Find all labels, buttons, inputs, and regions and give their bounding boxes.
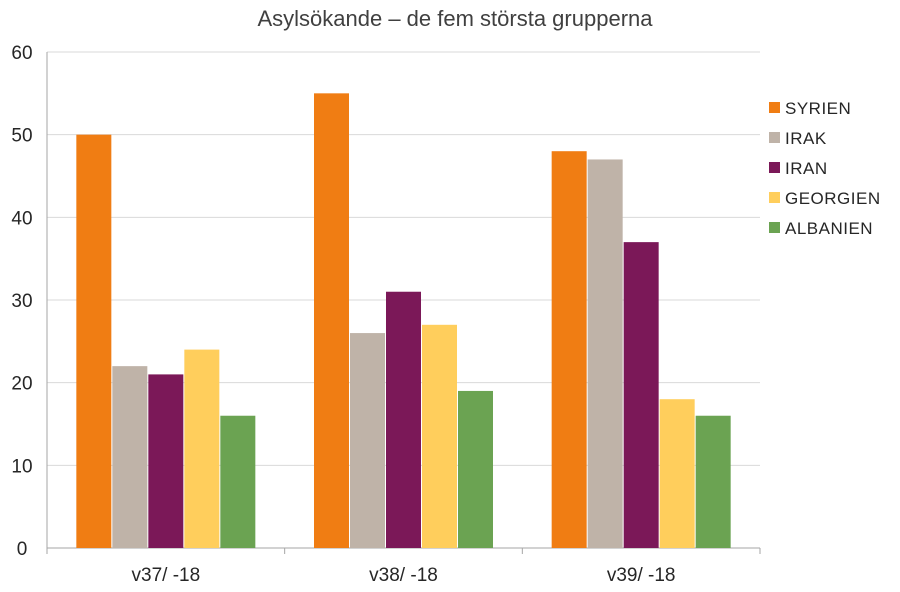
bar-syrien-1 xyxy=(76,134,112,548)
bar-syrien-3 xyxy=(551,151,587,548)
x-category-label: v39/ -18 xyxy=(607,565,676,586)
bar-albanien-3 xyxy=(695,415,731,548)
legend-label: SYRIEN xyxy=(785,99,851,118)
bar-georgien-1 xyxy=(184,349,220,548)
bar-albanien-2 xyxy=(458,390,493,548)
chart-title: Asylsökande – de fem största grupperna xyxy=(257,6,653,31)
bar-georgien-3 xyxy=(659,399,695,548)
legend-label: IRAK xyxy=(785,129,827,148)
y-tick-label: 10 xyxy=(11,456,32,477)
bar-irak-3 xyxy=(587,159,623,548)
bar-georgien-2 xyxy=(422,324,457,548)
y-tick-labels: 0 10 20 30 40 50 60 xyxy=(11,43,32,560)
y-tick-label: 50 xyxy=(11,126,32,147)
bar-syrien-2 xyxy=(314,93,349,548)
x-category-label: v38/ -18 xyxy=(369,565,438,586)
bar-iran-2 xyxy=(386,291,421,548)
bar-iran-1 xyxy=(148,374,184,548)
legend-swatch xyxy=(769,162,780,173)
bar-irak-2 xyxy=(350,333,385,548)
legend: SYRIEN IRAK IRAN GEORGIEN ALBANIEN xyxy=(769,99,881,238)
y-tick-label: 30 xyxy=(11,291,32,312)
y-tick-label: 40 xyxy=(11,208,32,229)
legend-swatch xyxy=(769,132,780,143)
legend-label: GEORGIEN xyxy=(785,189,881,208)
legend-label: IRAN xyxy=(785,159,828,178)
legend-label: ALBANIEN xyxy=(785,219,873,238)
bar-albanien-1 xyxy=(220,415,256,548)
legend-swatch xyxy=(769,192,780,203)
legend-swatch xyxy=(769,222,780,233)
legend-swatch xyxy=(769,102,780,113)
bars xyxy=(76,93,731,548)
x-category-label: v37/ -18 xyxy=(132,565,201,586)
y-tick-label: 20 xyxy=(11,374,32,395)
x-category-labels: v37/ -18 v38/ -18 v39/ -18 xyxy=(132,565,676,586)
bar-irak-1 xyxy=(112,366,148,548)
bar-iran-3 xyxy=(623,242,659,548)
y-tick-label: 60 xyxy=(11,43,32,64)
y-tick-label: 0 xyxy=(17,539,28,560)
